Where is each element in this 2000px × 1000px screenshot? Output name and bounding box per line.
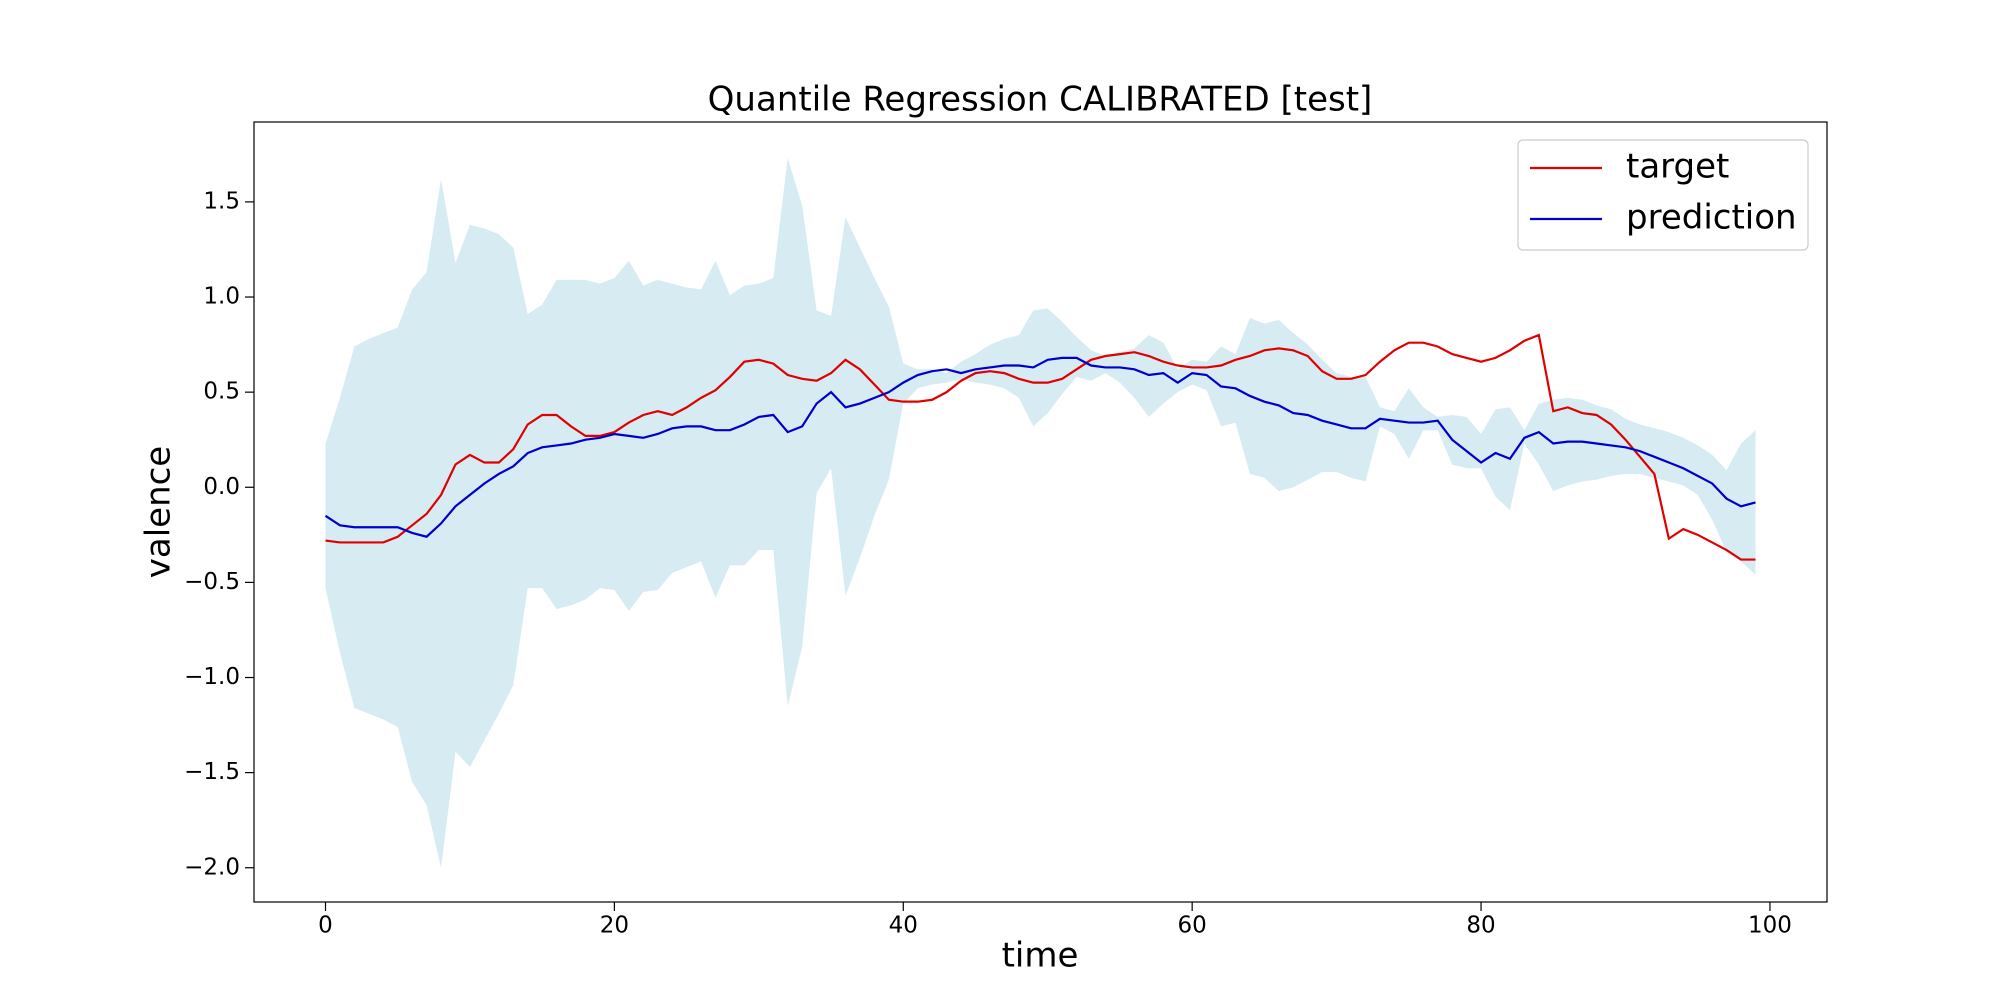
y-tick-label: 1.5 bbox=[203, 188, 240, 214]
y-tick-label: −2.0 bbox=[184, 854, 240, 880]
legend-label: prediction bbox=[1626, 198, 1797, 238]
y-tick-label: −1.5 bbox=[184, 759, 240, 785]
x-tick-label: 60 bbox=[1178, 913, 1207, 939]
axes-frame bbox=[253, 121, 1828, 903]
x-tick-label: 100 bbox=[1748, 913, 1792, 939]
chart-title: Quantile Regression CALIBRATED [test] bbox=[708, 80, 1373, 120]
x-tick-label: 80 bbox=[1466, 913, 1495, 939]
series-line bbox=[324, 356, 1756, 538]
y-tick-label: 0.0 bbox=[203, 474, 240, 500]
y-axis-label: valence bbox=[139, 446, 179, 578]
x-tick-label: 20 bbox=[600, 913, 629, 939]
x-tick-label: 0 bbox=[318, 913, 333, 939]
x-tick-label: 40 bbox=[889, 913, 918, 939]
series-line bbox=[325, 333, 1756, 561]
legend-label: target bbox=[1626, 147, 1729, 187]
y-tick-label: 0.5 bbox=[203, 379, 240, 405]
x-axis-label: time bbox=[1002, 936, 1079, 976]
y-tick-label: −1.0 bbox=[184, 664, 240, 690]
y-tick-label: 1.0 bbox=[203, 284, 240, 310]
quantile-band bbox=[325, 158, 1756, 868]
y-tick-label: −0.5 bbox=[184, 569, 240, 595]
